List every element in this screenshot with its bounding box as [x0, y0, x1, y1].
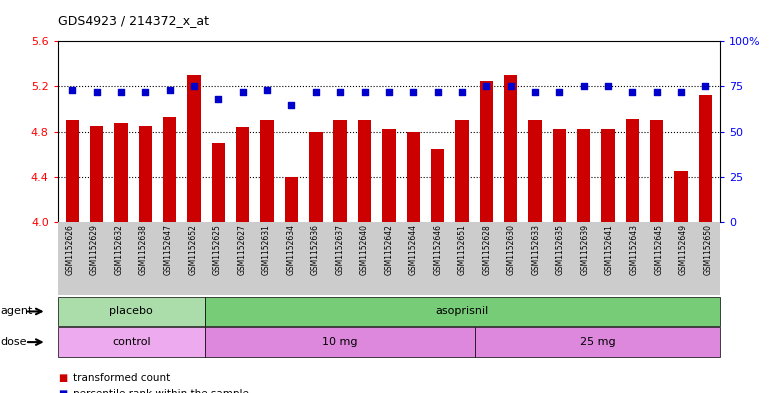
Text: GSM1152630: GSM1152630 — [507, 224, 516, 275]
Bar — [236, 127, 249, 222]
Bar — [285, 177, 298, 222]
Point — [188, 83, 200, 90]
Text: placebo: placebo — [109, 307, 153, 316]
Point — [383, 89, 395, 95]
Bar — [65, 120, 79, 222]
Text: GSM1152625: GSM1152625 — [213, 224, 222, 275]
Point — [431, 89, 444, 95]
Point — [651, 89, 663, 95]
Point — [553, 89, 565, 95]
Text: GSM1152627: GSM1152627 — [237, 224, 246, 275]
Text: GSM1152645: GSM1152645 — [654, 224, 663, 275]
Point — [91, 89, 103, 95]
Bar — [358, 120, 371, 222]
Point — [261, 87, 273, 93]
Text: GSM1152651: GSM1152651 — [458, 224, 467, 275]
Bar — [139, 126, 152, 222]
Point — [456, 89, 468, 95]
Point — [213, 96, 225, 102]
Bar — [431, 149, 444, 222]
Bar — [553, 129, 566, 222]
Point — [578, 83, 590, 90]
Text: GSM1152650: GSM1152650 — [703, 224, 712, 275]
Point — [286, 101, 298, 108]
Text: dose: dose — [1, 337, 27, 347]
Text: ■: ■ — [58, 389, 67, 393]
Point — [66, 87, 79, 93]
Text: GSM1152644: GSM1152644 — [409, 224, 418, 275]
Point — [236, 89, 249, 95]
Point — [675, 89, 687, 95]
Bar — [698, 95, 712, 222]
Text: percentile rank within the sample: percentile rank within the sample — [73, 389, 249, 393]
Text: GSM1152638: GSM1152638 — [139, 224, 148, 275]
Text: GSM1152635: GSM1152635 — [556, 224, 565, 275]
Bar — [650, 120, 663, 222]
Bar — [309, 132, 323, 222]
Text: GSM1152640: GSM1152640 — [360, 224, 369, 275]
Bar — [480, 81, 493, 222]
Bar — [577, 129, 591, 222]
Bar — [90, 126, 103, 222]
Text: GSM1152628: GSM1152628 — [483, 224, 491, 275]
Text: 10 mg: 10 mg — [322, 337, 357, 347]
Point — [310, 89, 322, 95]
Text: GSM1152634: GSM1152634 — [286, 224, 295, 275]
Bar — [504, 75, 517, 222]
Point — [139, 89, 152, 95]
Text: GSM1152652: GSM1152652 — [188, 224, 197, 275]
Bar — [407, 132, 420, 222]
Point — [626, 89, 638, 95]
Text: GSM1152631: GSM1152631 — [262, 224, 271, 275]
Text: GSM1152629: GSM1152629 — [90, 224, 99, 275]
Point — [358, 89, 370, 95]
Bar — [528, 120, 541, 222]
Text: GSM1152646: GSM1152646 — [434, 224, 443, 275]
Bar — [382, 129, 396, 222]
Text: ■: ■ — [58, 373, 67, 384]
Text: 25 mg: 25 mg — [580, 337, 615, 347]
Point — [504, 83, 517, 90]
Text: agent: agent — [1, 307, 33, 316]
Text: GSM1152649: GSM1152649 — [678, 224, 688, 275]
Point — [334, 89, 346, 95]
Text: GSM1152639: GSM1152639 — [581, 224, 590, 275]
Bar — [212, 143, 225, 222]
Bar — [187, 75, 201, 222]
Text: GSM1152643: GSM1152643 — [630, 224, 638, 275]
Bar — [601, 129, 614, 222]
Text: GSM1152626: GSM1152626 — [65, 224, 75, 275]
Point — [163, 87, 176, 93]
Text: asoprisnil: asoprisnil — [436, 307, 489, 316]
Bar — [625, 119, 639, 222]
Text: GSM1152642: GSM1152642 — [384, 224, 393, 275]
Point — [529, 89, 541, 95]
Text: GSM1152636: GSM1152636 — [311, 224, 320, 275]
Text: GSM1152633: GSM1152633 — [531, 224, 541, 275]
Text: GSM1152641: GSM1152641 — [605, 224, 614, 275]
Text: transformed count: transformed count — [73, 373, 170, 384]
Bar — [675, 171, 688, 222]
Text: GSM1152637: GSM1152637 — [335, 224, 344, 275]
Text: control: control — [112, 337, 151, 347]
Point — [699, 83, 711, 90]
Text: GSM1152632: GSM1152632 — [115, 224, 123, 275]
Bar — [333, 120, 347, 222]
Text: GSM1152647: GSM1152647 — [163, 224, 172, 275]
Point — [115, 89, 127, 95]
Bar — [115, 123, 128, 222]
Point — [480, 83, 492, 90]
Text: GDS4923 / 214372_x_at: GDS4923 / 214372_x_at — [58, 14, 209, 27]
Bar — [455, 120, 469, 222]
Point — [602, 83, 614, 90]
Point — [407, 89, 420, 95]
Bar — [163, 117, 176, 222]
Bar — [260, 120, 274, 222]
